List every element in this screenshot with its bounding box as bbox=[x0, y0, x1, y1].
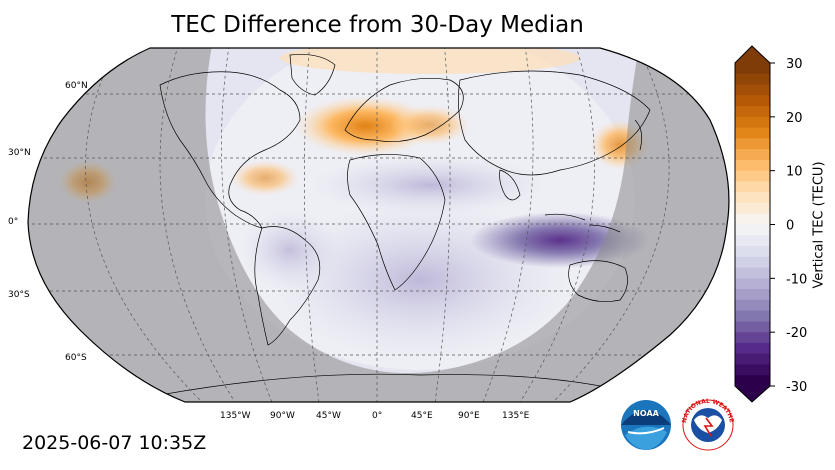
colorbar-segment bbox=[735, 235, 770, 247]
colorbar-segment bbox=[735, 299, 770, 312]
noaa-logo: NOAA bbox=[621, 400, 671, 450]
longitude-labels: 135°W 90°W 45°W 0° 45°E 90°E 135°E bbox=[220, 411, 530, 421]
colorbar-segment bbox=[735, 246, 770, 258]
colorbar-segment bbox=[735, 106, 770, 118]
colorbar-tick-label: -10 bbox=[786, 272, 807, 287]
colorbar-segment bbox=[735, 375, 770, 387]
graticule bbox=[28, 48, 729, 402]
colorbar-tick-label: 20 bbox=[786, 111, 803, 126]
colorbar-segment bbox=[735, 127, 770, 139]
lat-label: 30°S bbox=[8, 290, 30, 300]
colorbar-tick-label: 0 bbox=[786, 219, 794, 234]
colorbar-segment bbox=[735, 73, 770, 86]
timestamp: 2025-06-07 10:35Z bbox=[22, 432, 207, 454]
noaa-logo-text: NOAA bbox=[633, 409, 659, 418]
lon-label: 45°W bbox=[316, 411, 341, 421]
lat-label: 60°N bbox=[65, 81, 88, 91]
lon-label: 90°E bbox=[458, 411, 480, 421]
lat-label: 0° bbox=[8, 217, 18, 227]
colorbar-segment bbox=[735, 149, 770, 161]
colorbar-extend-max bbox=[735, 46, 770, 63]
figure-title: TEC Difference from 30-Day Median bbox=[171, 12, 584, 38]
coastlines bbox=[159, 54, 651, 396]
colorbar-segments bbox=[735, 46, 770, 402]
colorbar-tick-label: -20 bbox=[786, 326, 807, 341]
colorbar-segment bbox=[735, 310, 770, 322]
colorbar-segment bbox=[735, 256, 770, 269]
colorbar-segment bbox=[735, 95, 770, 107]
colorbar-extend-min bbox=[735, 386, 770, 402]
lat-label: 60°S bbox=[65, 353, 87, 363]
colorbar: 30 20 10 0 -10 -20 -30 bbox=[734, 45, 807, 403]
colorbar-segment bbox=[735, 342, 770, 355]
colorbar-segment bbox=[735, 170, 770, 182]
latitude-labels: 60°N 30°N 0° 30°S 60°S bbox=[8, 81, 88, 363]
lon-label: 135°E bbox=[502, 411, 530, 421]
colorbar-segment bbox=[735, 353, 770, 365]
colorbar-segment bbox=[735, 364, 770, 376]
colorbar-segment bbox=[735, 192, 770, 204]
lon-label: 135°W bbox=[220, 411, 251, 421]
colorbar-segment bbox=[735, 224, 770, 236]
colorbar-segment bbox=[735, 63, 770, 75]
colorbar-tick-label: 10 bbox=[786, 165, 803, 180]
colorbar-segment bbox=[735, 332, 770, 344]
colorbar-segment bbox=[735, 116, 770, 129]
colorbar-segment bbox=[735, 213, 770, 225]
lon-label: 90°W bbox=[270, 411, 295, 421]
colorbar-segment bbox=[735, 267, 770, 279]
colorbar-segment bbox=[735, 159, 770, 172]
colorbar-label: Vertical TEC (TECU) bbox=[811, 161, 827, 289]
colorbar-tick-label: 30 bbox=[786, 57, 803, 72]
colorbar-segment bbox=[735, 321, 770, 333]
lon-label: 0° bbox=[372, 411, 382, 421]
colorbar-segment bbox=[735, 84, 770, 96]
lat-label: 30°N bbox=[8, 148, 31, 158]
colorbar-segment bbox=[735, 289, 770, 301]
map-body bbox=[28, 48, 729, 402]
lon-label: 45°E bbox=[411, 411, 433, 421]
colorbar-tick-label: -30 bbox=[786, 380, 807, 395]
colorbar-segment bbox=[735, 278, 770, 290]
colorbar-ticks: 30 20 10 0 -10 -20 -30 bbox=[770, 57, 807, 395]
colorbar-segment bbox=[735, 138, 770, 150]
colorbar-segment bbox=[735, 202, 770, 215]
colorbar-segment bbox=[735, 181, 770, 193]
